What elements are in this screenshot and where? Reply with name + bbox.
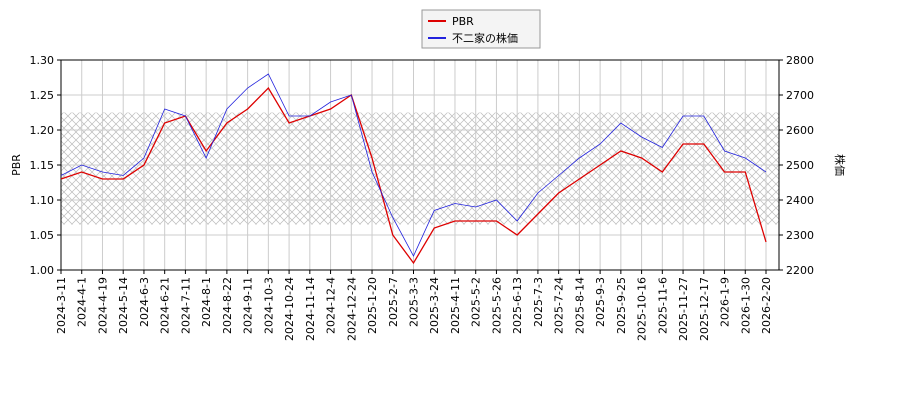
x-tick-label: 2025-8-14: [573, 277, 586, 334]
x-tick-label: 2025-1-20: [366, 277, 379, 334]
x-tick-label: 2025-3-3: [408, 277, 421, 327]
series-line: [60, 73, 767, 257]
x-tick-label: 2024-7-11: [179, 277, 192, 334]
x-tick-label: 2025-7-3: [532, 277, 545, 327]
y2-tick-label: 2200: [786, 264, 814, 277]
x-tick-label: 2025-5-26: [490, 277, 503, 334]
y-tick-label: 1.20: [30, 124, 55, 137]
x-tick-label: 2024-4-1: [76, 277, 89, 327]
y-tick-label: 1.10: [30, 194, 55, 207]
y2-tick-label: 2700: [786, 89, 814, 102]
x-tick-label: 2025-11-27: [677, 277, 690, 341]
shaded-range: [61, 112, 779, 225]
x-tick-label: 2024-9-11: [242, 277, 255, 334]
x-tick-label: 2026-1-9: [719, 277, 732, 327]
legend-label: PBR: [452, 15, 474, 28]
x-tick-label: 2025-9-25: [615, 277, 628, 334]
legend-label: 不二家の株価: [452, 31, 518, 45]
x-tick-label: 2025-10-16: [636, 277, 649, 341]
y2-tick-label: 2800: [786, 54, 814, 67]
x-tick-label: 2025-2-7: [387, 277, 400, 327]
y2-tick-label: 2400: [786, 194, 814, 207]
x-tick-label: 2025-11-6: [656, 277, 669, 334]
legend-box: [421, 9, 541, 49]
y-tick-label: 1.05: [30, 229, 55, 242]
y-tick-label: 1.30: [30, 54, 55, 67]
y2-axis-label: 株価: [833, 154, 847, 176]
x-tick-label: 2024-10-3: [262, 277, 275, 334]
x-tick-label: 2024-12-24: [345, 277, 358, 341]
x-tick-label: 2026-1-30: [739, 277, 752, 334]
y-tick-label: 1.15: [30, 159, 55, 172]
x-tick-label: 2026-2-20: [760, 277, 773, 334]
y2-tick-label: 2600: [786, 124, 814, 137]
x-tick-label: 2025-12-17: [698, 277, 711, 341]
series-line: [60, 86, 767, 265]
x-tick-label: 2025-4-11: [449, 277, 462, 334]
x-tick-label: 2024-6-3: [138, 277, 151, 327]
x-tick-label: 2025-5-2: [470, 277, 483, 327]
x-tick-label: 2025-3-24: [428, 277, 441, 334]
x-tick-label: 2024-12-4: [325, 277, 338, 334]
x-tick-label: 2025-7-24: [553, 277, 566, 334]
x-tick-label: 2024-11-14: [304, 277, 317, 341]
x-tick-label: 2024-4-19: [96, 277, 109, 334]
plot-frame: [60, 59, 780, 271]
y-tick-label: 1.00: [30, 264, 55, 277]
x-tick-label: 2025-6-13: [511, 277, 524, 334]
x-tick-label: 2025-9-3: [594, 277, 607, 327]
x-tick-label: 2024-3-11: [55, 277, 68, 334]
x-tick-label: 2024-8-22: [221, 277, 234, 334]
y2-tick-label: 2500: [786, 159, 814, 172]
x-tick-label: 2024-10-24: [283, 277, 296, 341]
x-tick-label: 2024-5-14: [117, 277, 130, 334]
y2-tick-label: 2300: [786, 229, 814, 242]
y-tick-label: 1.25: [30, 89, 55, 102]
y-axis-label: PBR: [10, 154, 23, 176]
x-tick-label: 2024-8-1: [200, 277, 213, 327]
x-tick-label: 2024-6-21: [159, 277, 172, 334]
